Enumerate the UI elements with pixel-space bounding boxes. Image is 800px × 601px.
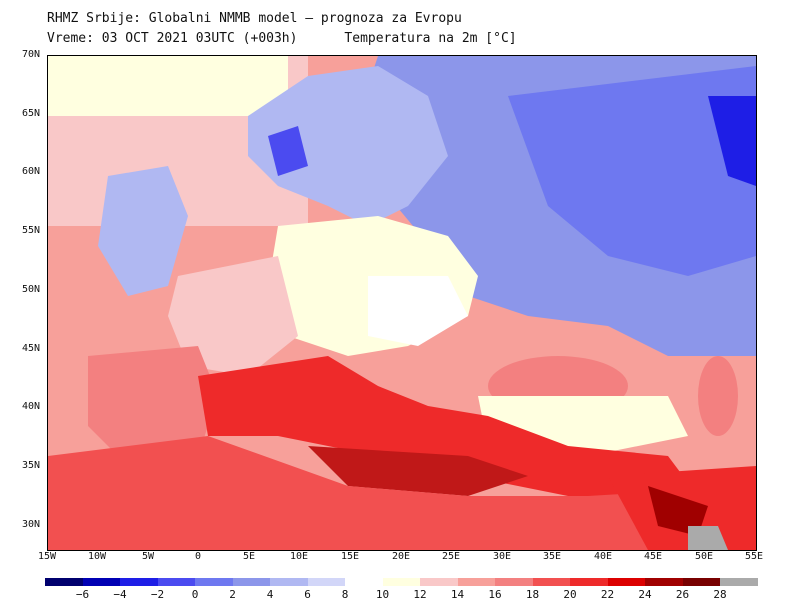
colorbar-label: 14 — [450, 588, 465, 601]
carpathians — [368, 276, 468, 346]
scandinavia — [248, 66, 448, 226]
colorbar-segment — [82, 578, 120, 586]
urals-cold — [708, 96, 756, 186]
lat-label: 40N — [21, 401, 40, 412]
colorbar-label: 6 — [304, 588, 311, 601]
east-med-hot — [308, 446, 528, 496]
colorbar-segment — [570, 578, 608, 586]
lat-label: 35N — [21, 460, 40, 471]
colorbar-label: −6 — [75, 588, 90, 601]
north-africa — [48, 436, 756, 550]
colorbar-label: 18 — [525, 588, 540, 601]
forecast-map — [47, 55, 757, 551]
iberia — [88, 346, 218, 466]
map-title: RHMZ Srbije: Globalni NMMB model — progn… — [47, 11, 462, 26]
lon-label: 20E — [391, 551, 411, 562]
lat-label: 50N — [21, 284, 40, 295]
colorbar-segment — [120, 578, 158, 586]
colorbar-segment — [682, 578, 720, 586]
mediterranean-sea — [198, 356, 698, 496]
gulf-above-28 — [688, 526, 728, 550]
lon-label: 15E — [340, 551, 360, 562]
lon-label: 25E — [441, 551, 461, 562]
far-north-atlantic — [48, 56, 288, 116]
colorbar-segment — [232, 578, 270, 586]
colorbar-segment — [457, 578, 495, 586]
lat-label: 45N — [21, 343, 40, 354]
colorbar-segment — [345, 578, 383, 586]
lat-label: 30N — [21, 519, 40, 530]
colorbar-segment — [307, 578, 345, 586]
russia-cold — [508, 66, 756, 276]
colorbar-label: 20 — [563, 588, 577, 601]
colorbar-segment — [382, 578, 420, 586]
lon-label: 35E — [542, 551, 562, 562]
france — [168, 256, 298, 376]
lon-label: 15W — [37, 551, 57, 562]
colorbar-segment — [607, 578, 645, 586]
lat-label: 70N — [21, 49, 40, 60]
lon-label: 55E — [744, 551, 764, 562]
colorbar-label: 24 — [638, 588, 652, 601]
temperature-field — [48, 56, 756, 550]
colorbar-label: 22 — [600, 588, 615, 601]
colorbar-label: 26 — [675, 588, 690, 601]
caspian-sea — [698, 356, 738, 436]
lon-label: 40E — [593, 551, 613, 562]
lon-label: 30E — [492, 551, 512, 562]
colorbar-label: 2 — [229, 588, 236, 601]
colorbar-label: 4 — [266, 588, 274, 601]
colorbar-segment — [420, 578, 458, 586]
lon-label: 0 — [194, 551, 202, 562]
lon-label: 10W — [87, 551, 107, 562]
norway-cold — [268, 126, 308, 176]
lon-label: 45E — [643, 551, 663, 562]
colorbar-segment — [45, 578, 83, 586]
colorbar-segment — [645, 578, 683, 586]
colorbar-label: 12 — [413, 588, 427, 601]
colorbar-segment — [532, 578, 570, 586]
colorbar-label: 8 — [341, 588, 349, 601]
lon-label: 50E — [694, 551, 714, 562]
colorbar-segment — [195, 578, 233, 586]
colorbar-label: 10 — [375, 588, 390, 601]
lon-label: 5E — [242, 551, 256, 562]
colorbar-segment — [157, 578, 195, 586]
lon-label: 10E — [289, 551, 309, 562]
colorbar-label: −2 — [150, 588, 165, 601]
colorbar-label: 28 — [713, 588, 727, 601]
colorbar-segment — [495, 578, 533, 586]
map-subtitle: Vreme: 03 OCT 2021 03UTC (+003h) Tempera… — [47, 31, 517, 46]
lat-label: 55N — [21, 225, 40, 236]
colorbar-segment — [720, 578, 758, 586]
lon-label: 5W — [141, 551, 155, 562]
colorbar-label: 0 — [191, 588, 199, 601]
colorbar-label: −4 — [113, 588, 127, 601]
lat-label: 65N — [21, 108, 40, 119]
british-isles — [98, 166, 188, 296]
colorbar-label: 16 — [488, 588, 502, 601]
colorbar-segment — [270, 578, 308, 586]
iraq-hot — [648, 486, 708, 536]
lat-label: 60N — [21, 166, 40, 177]
